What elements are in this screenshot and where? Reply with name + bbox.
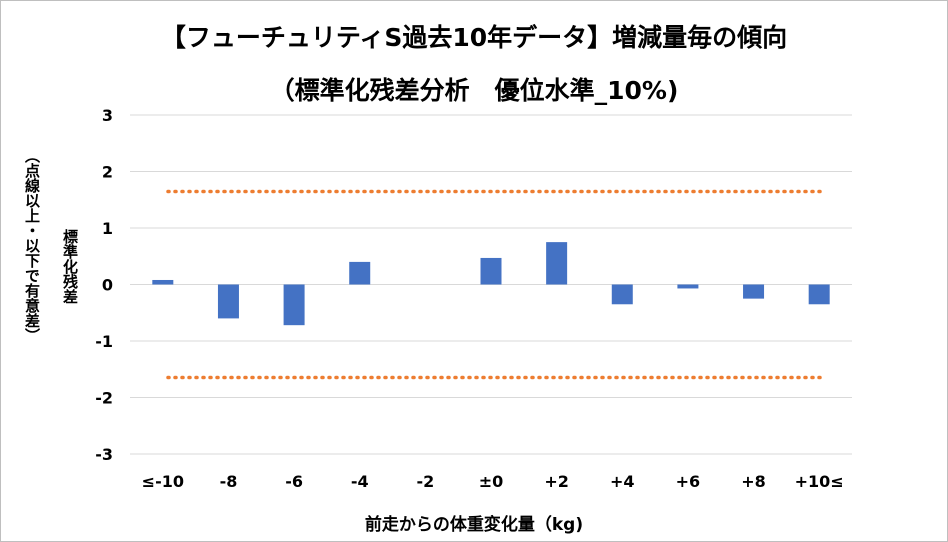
bar	[217, 284, 239, 319]
x-tick-label: +2	[544, 472, 569, 491]
bar	[611, 284, 633, 305]
y-tick-label: 2	[102, 163, 113, 182]
x-tick-label: +6	[676, 472, 701, 491]
bar	[743, 284, 765, 299]
chart-title: 【フューチュリティS過去10年データ】増減量毎の傾向	[160, 23, 788, 52]
bar	[808, 284, 830, 305]
x-tick-label: +10≤	[795, 472, 844, 491]
x-tick-label: +8	[741, 472, 766, 491]
chart-subtitle: （標準化残差分析 優位水準_10%)	[269, 76, 679, 105]
y-axis-label: 標準化残差	[61, 229, 79, 304]
bar	[349, 261, 371, 285]
y-axis-note: （点線以上・以下で有意差）	[23, 148, 41, 343]
bar	[677, 284, 699, 289]
bar	[480, 257, 502, 285]
x-axis-label: 前走からの体重変化量（kg)	[364, 515, 584, 535]
x-tick-label: ≤-10	[142, 472, 184, 491]
y-tick-label: -2	[95, 389, 113, 408]
x-tick-label: +4	[610, 472, 635, 491]
x-tick-label: ±0	[479, 472, 504, 491]
y-tick-label: -1	[95, 332, 113, 351]
x-tick-label: -8	[220, 472, 238, 491]
bar	[152, 279, 174, 285]
y-tick-label: 3	[102, 106, 113, 125]
y-tick-label: 1	[102, 219, 113, 238]
bar	[283, 284, 305, 326]
x-tick-label: -2	[416, 472, 434, 491]
x-tick-label: -6	[285, 472, 303, 491]
bar	[546, 242, 568, 285]
y-tick-label: -3	[95, 445, 113, 464]
x-tick-label: -4	[351, 472, 369, 491]
y-tick-label: 0	[102, 276, 113, 295]
